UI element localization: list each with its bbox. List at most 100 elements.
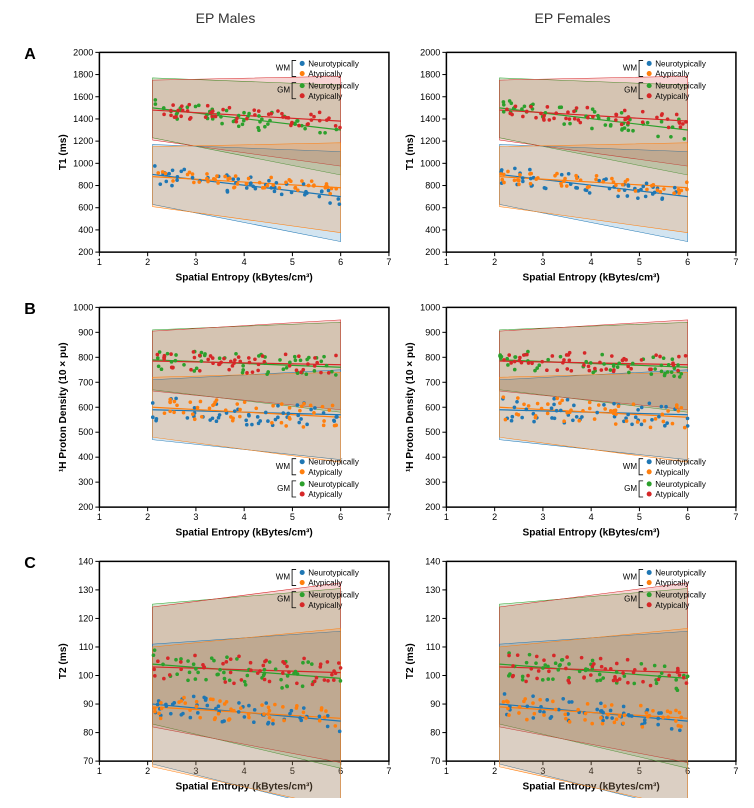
- svg-text:WM: WM: [276, 573, 291, 582]
- svg-text:WM: WM: [276, 64, 291, 73]
- svg-text:Atypically: Atypically: [655, 579, 690, 588]
- svg-text:T1 (ms): T1 (ms): [405, 134, 416, 170]
- svg-text:2: 2: [145, 512, 150, 522]
- svg-text:400: 400: [78, 452, 93, 462]
- svg-text:120: 120: [425, 614, 440, 624]
- svg-text:1400: 1400: [420, 114, 440, 124]
- svg-text:1200: 1200: [420, 136, 440, 146]
- svg-text:7: 7: [733, 512, 738, 522]
- svg-text:¹H Proton Density (10 × pu): ¹H Proton Density (10 × pu): [405, 342, 416, 472]
- svg-text:Atypically: Atypically: [655, 467, 690, 476]
- chart-b-females: 12345672003004005006007008009001000Spati…: [401, 293, 744, 544]
- svg-text:7: 7: [386, 257, 391, 267]
- svg-text:2: 2: [145, 767, 150, 777]
- svg-text:T2 (ms): T2 (ms): [405, 644, 416, 680]
- svg-text:Neurotypically: Neurotypically: [308, 457, 360, 466]
- svg-text:300: 300: [425, 477, 440, 487]
- chart-b-males: 12345672003004005006007008009001000Spati…: [54, 293, 397, 544]
- svg-text:Spatial Entropy (kBytes/cm³): Spatial Entropy (kBytes/cm³): [523, 527, 660, 538]
- svg-text:400: 400: [425, 225, 440, 235]
- chart-a-males: 1234567200400600800100012001400160018002…: [54, 38, 397, 289]
- svg-text:7: 7: [386, 512, 391, 522]
- svg-text:GM: GM: [624, 595, 637, 604]
- svg-text:2: 2: [492, 257, 497, 267]
- svg-text:¹H Proton Density (10 × pu): ¹H Proton Density (10 × pu): [58, 342, 69, 472]
- svg-text:600: 600: [425, 203, 440, 213]
- svg-text:2000: 2000: [420, 47, 440, 57]
- svg-text:Atypically: Atypically: [655, 92, 690, 101]
- svg-text:1: 1: [97, 512, 102, 522]
- chart-c-males: 1234567708090100110120130140Spatial Entr…: [54, 547, 397, 798]
- svg-text:2: 2: [492, 767, 497, 777]
- svg-text:T2 (ms): T2 (ms): [58, 644, 69, 680]
- svg-text:WM: WM: [623, 461, 638, 470]
- svg-text:Atypically: Atypically: [655, 70, 690, 79]
- svg-text:6: 6: [685, 512, 690, 522]
- svg-text:Atypically: Atypically: [308, 92, 343, 101]
- svg-text:3: 3: [540, 257, 545, 267]
- svg-text:900: 900: [425, 327, 440, 337]
- svg-text:130: 130: [425, 585, 440, 595]
- svg-text:4: 4: [242, 257, 247, 267]
- svg-text:1: 1: [444, 767, 449, 777]
- svg-text:3: 3: [540, 512, 545, 522]
- chart-c-females: 1234567708090100110120130140Spatial Entr…: [401, 547, 744, 798]
- svg-text:Neurotypically: Neurotypically: [308, 480, 360, 489]
- svg-text:140: 140: [78, 557, 93, 567]
- svg-text:400: 400: [425, 452, 440, 462]
- svg-text:Atypically: Atypically: [655, 490, 690, 499]
- svg-text:6: 6: [685, 257, 690, 267]
- svg-text:400: 400: [78, 225, 93, 235]
- svg-text:7: 7: [733, 767, 738, 777]
- svg-text:4: 4: [242, 512, 247, 522]
- svg-text:Spatial Entropy (kBytes/cm³): Spatial Entropy (kBytes/cm³): [523, 272, 660, 283]
- svg-text:130: 130: [78, 585, 93, 595]
- svg-text:GM: GM: [624, 484, 637, 493]
- svg-text:110: 110: [426, 642, 440, 652]
- svg-text:1: 1: [444, 257, 449, 267]
- svg-text:5: 5: [637, 257, 642, 267]
- panel-label-a: A: [10, 38, 50, 289]
- svg-text:80: 80: [83, 728, 93, 738]
- svg-text:90: 90: [430, 699, 440, 709]
- svg-text:Atypically: Atypically: [308, 70, 343, 79]
- svg-text:Neurotypically: Neurotypically: [308, 82, 360, 91]
- svg-text:7: 7: [733, 257, 738, 267]
- svg-text:110: 110: [79, 642, 93, 652]
- svg-text:GM: GM: [277, 86, 290, 95]
- svg-text:7: 7: [386, 767, 391, 777]
- svg-text:800: 800: [78, 352, 93, 362]
- col-header-males: EP Males: [54, 10, 397, 34]
- svg-text:1600: 1600: [420, 92, 440, 102]
- svg-text:Neurotypically: Neurotypically: [308, 591, 360, 600]
- svg-text:1000: 1000: [73, 158, 93, 168]
- svg-text:1000: 1000: [420, 158, 440, 168]
- svg-text:T1 (ms): T1 (ms): [58, 134, 69, 170]
- svg-text:3: 3: [193, 257, 198, 267]
- svg-text:800: 800: [425, 352, 440, 362]
- panel-label-c: C: [10, 547, 50, 798]
- svg-text:600: 600: [78, 203, 93, 213]
- svg-text:200: 200: [425, 502, 440, 512]
- svg-text:Neurotypically: Neurotypically: [655, 59, 707, 68]
- svg-text:Neurotypically: Neurotypically: [655, 569, 707, 578]
- svg-text:3: 3: [193, 512, 198, 522]
- svg-text:Atypically: Atypically: [308, 490, 343, 499]
- svg-text:500: 500: [78, 427, 93, 437]
- svg-text:100: 100: [78, 671, 93, 681]
- svg-text:GM: GM: [624, 86, 637, 95]
- svg-text:600: 600: [425, 402, 440, 412]
- svg-text:WM: WM: [623, 64, 638, 73]
- svg-text:2000: 2000: [73, 47, 93, 57]
- svg-text:Neurotypically: Neurotypically: [655, 457, 707, 466]
- svg-text:Neurotypically: Neurotypically: [308, 59, 360, 68]
- chart-a-females: 1234567200400600800100012001400160018002…: [401, 38, 744, 289]
- svg-text:5: 5: [290, 257, 295, 267]
- svg-text:Neurotypically: Neurotypically: [655, 480, 707, 489]
- svg-text:1: 1: [444, 512, 449, 522]
- svg-text:1: 1: [97, 257, 102, 267]
- panel-label-b: B: [10, 293, 50, 544]
- svg-text:1800: 1800: [420, 70, 440, 80]
- svg-text:1400: 1400: [73, 114, 93, 124]
- svg-text:80: 80: [430, 728, 440, 738]
